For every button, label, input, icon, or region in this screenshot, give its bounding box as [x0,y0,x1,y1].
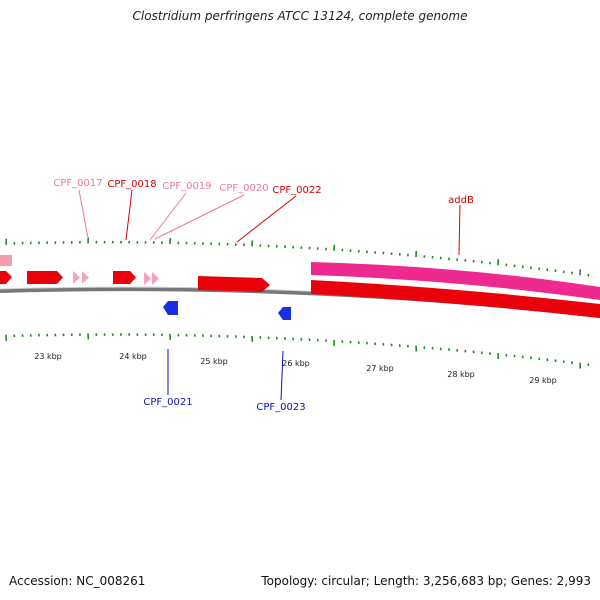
ruler-label-24kbp: 24 kbp [119,352,147,361]
genome-summary-text: Topology: circular; Length: 3,256,683 bp… [261,574,591,588]
label-CPF_0022[interactable]: CPF_0022 [272,185,321,196]
inner-tick-ring [5,333,590,369]
connector-CPF_0019 [149,192,187,241]
gene-pseudo-4[interactable] [152,272,159,285]
connector-CPF_0020 [154,194,245,240]
connector-CPF_0023 [280,350,284,401]
label-CPF_0023[interactable]: CPF_0023 [256,402,305,413]
gene-pink-partial[interactable] [0,255,12,266]
gene-forward-1[interactable] [0,271,12,284]
gene-rna-band[interactable] [311,262,600,300]
gene-forward-2[interactable] [27,271,63,284]
ruler-label-28kbp: 28 kbp [447,370,475,379]
label-CPF_0021[interactable]: CPF_0021 [143,397,192,408]
label-CPF_0020[interactable]: CPF_0020 [219,183,268,194]
label-addB[interactable]: addB [448,195,474,206]
connector-addB [458,204,461,256]
label-CPF_0017[interactable]: CPF_0017 [53,178,102,189]
gene-pseudo-3[interactable] [144,272,151,285]
connector-CPF_0022 [236,195,297,243]
gene-CPF_0022[interactable] [198,276,270,292]
gene-pseudo-1[interactable] [73,271,80,284]
label-CPF_0019[interactable]: CPF_0019 [162,181,211,192]
connector-CPF_0017 [78,189,89,239]
label-CPF_0018[interactable]: CPF_0018 [107,179,156,190]
ruler-label-26kbp: 26 kbp [282,359,310,368]
ruler-label-25kbp: 25 kbp [200,357,228,366]
ruler-label-23kbp: 23 kbp [34,352,62,361]
accession-text: Accession: NC_008261 [9,574,146,588]
ruler-label-29kbp: 29 kbp [529,376,557,385]
gene-CPF_0021[interactable] [163,301,178,315]
gene-addB[interactable] [311,280,600,318]
gene-pseudo-2[interactable] [82,271,89,284]
ruler-label-27kbp: 27 kbp [366,364,394,373]
gene-CPF_0023[interactable] [278,307,291,320]
connector-CPF_0018 [125,189,133,241]
genome-title: Clostridium perfringens ATCC 13124, comp… [132,9,468,23]
gene-forward-3[interactable] [113,271,136,284]
outer-tick-ring [5,237,590,277]
